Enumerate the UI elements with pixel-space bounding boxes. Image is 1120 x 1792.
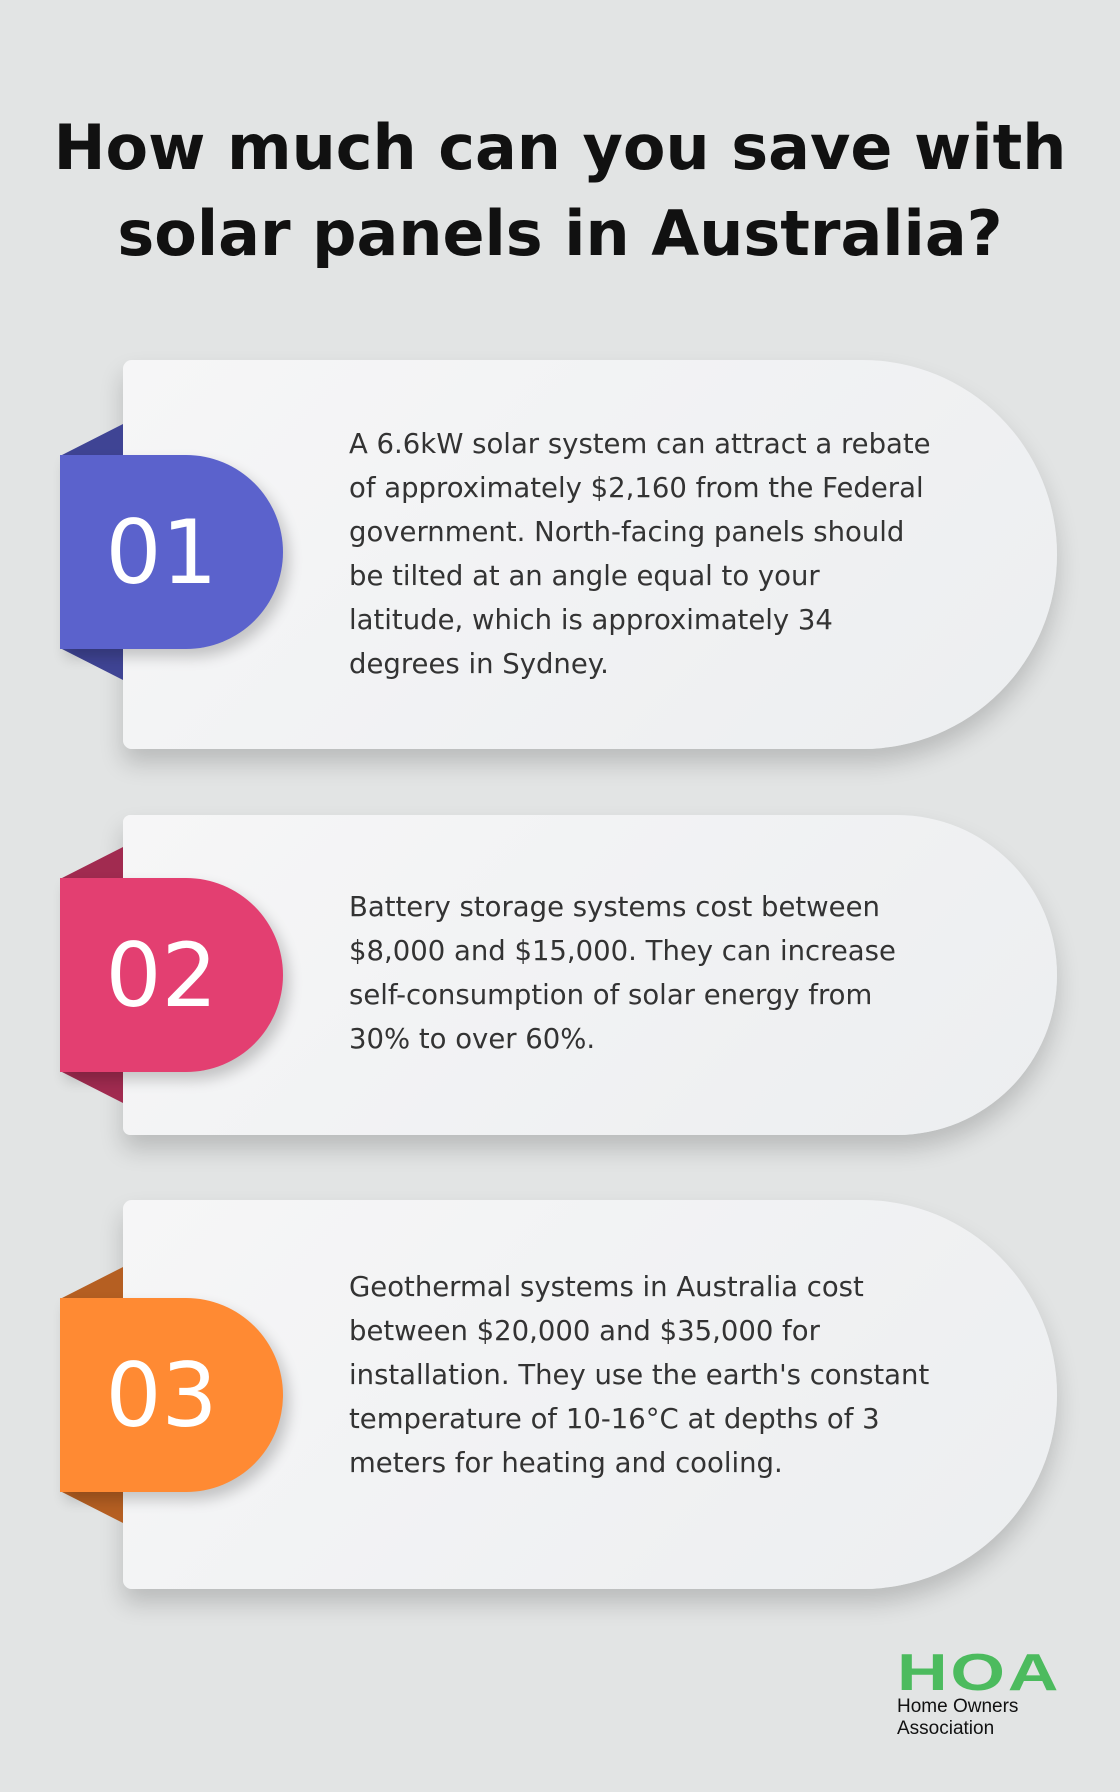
ribbon-fold-top <box>60 424 123 456</box>
step-badge-1: 01 <box>60 455 283 649</box>
ribbon-fold-top <box>60 847 123 879</box>
ribbon-fold-bottom <box>60 1071 123 1103</box>
title-line-2: solar panels in Australia? <box>117 197 1003 270</box>
ribbon-fold-bottom <box>60 1491 123 1523</box>
page-title: How much can you save with solar panels … <box>0 105 1120 277</box>
card-text: Geothermal systems in Australia cost bet… <box>349 1271 930 1479</box>
title-line-1: How much can you save with <box>53 111 1067 184</box>
logo-line-2: Association <box>897 1718 995 1739</box>
step-number: 03 <box>105 1343 218 1447</box>
step-number: 01 <box>105 500 218 604</box>
logo-line-1: Home Owners <box>897 1696 1019 1717</box>
step-badge-3: 03 <box>60 1298 283 1492</box>
ribbon-fold-top <box>60 1267 123 1299</box>
info-card-1: A 6.6kW solar system can attract a rebat… <box>123 360 1057 749</box>
hoa-logo: HOA Home Owners Association <box>897 1647 1058 1740</box>
step-number: 02 <box>105 923 218 1027</box>
card-text: A 6.6kW solar system can attract a rebat… <box>349 428 931 680</box>
ribbon-fold-bottom <box>60 648 123 680</box>
card-text: Battery storage systems cost between $8,… <box>349 891 896 1055</box>
logo-mark: HOA <box>897 1644 1062 1702</box>
step-badge-2: 02 <box>60 878 283 1072</box>
